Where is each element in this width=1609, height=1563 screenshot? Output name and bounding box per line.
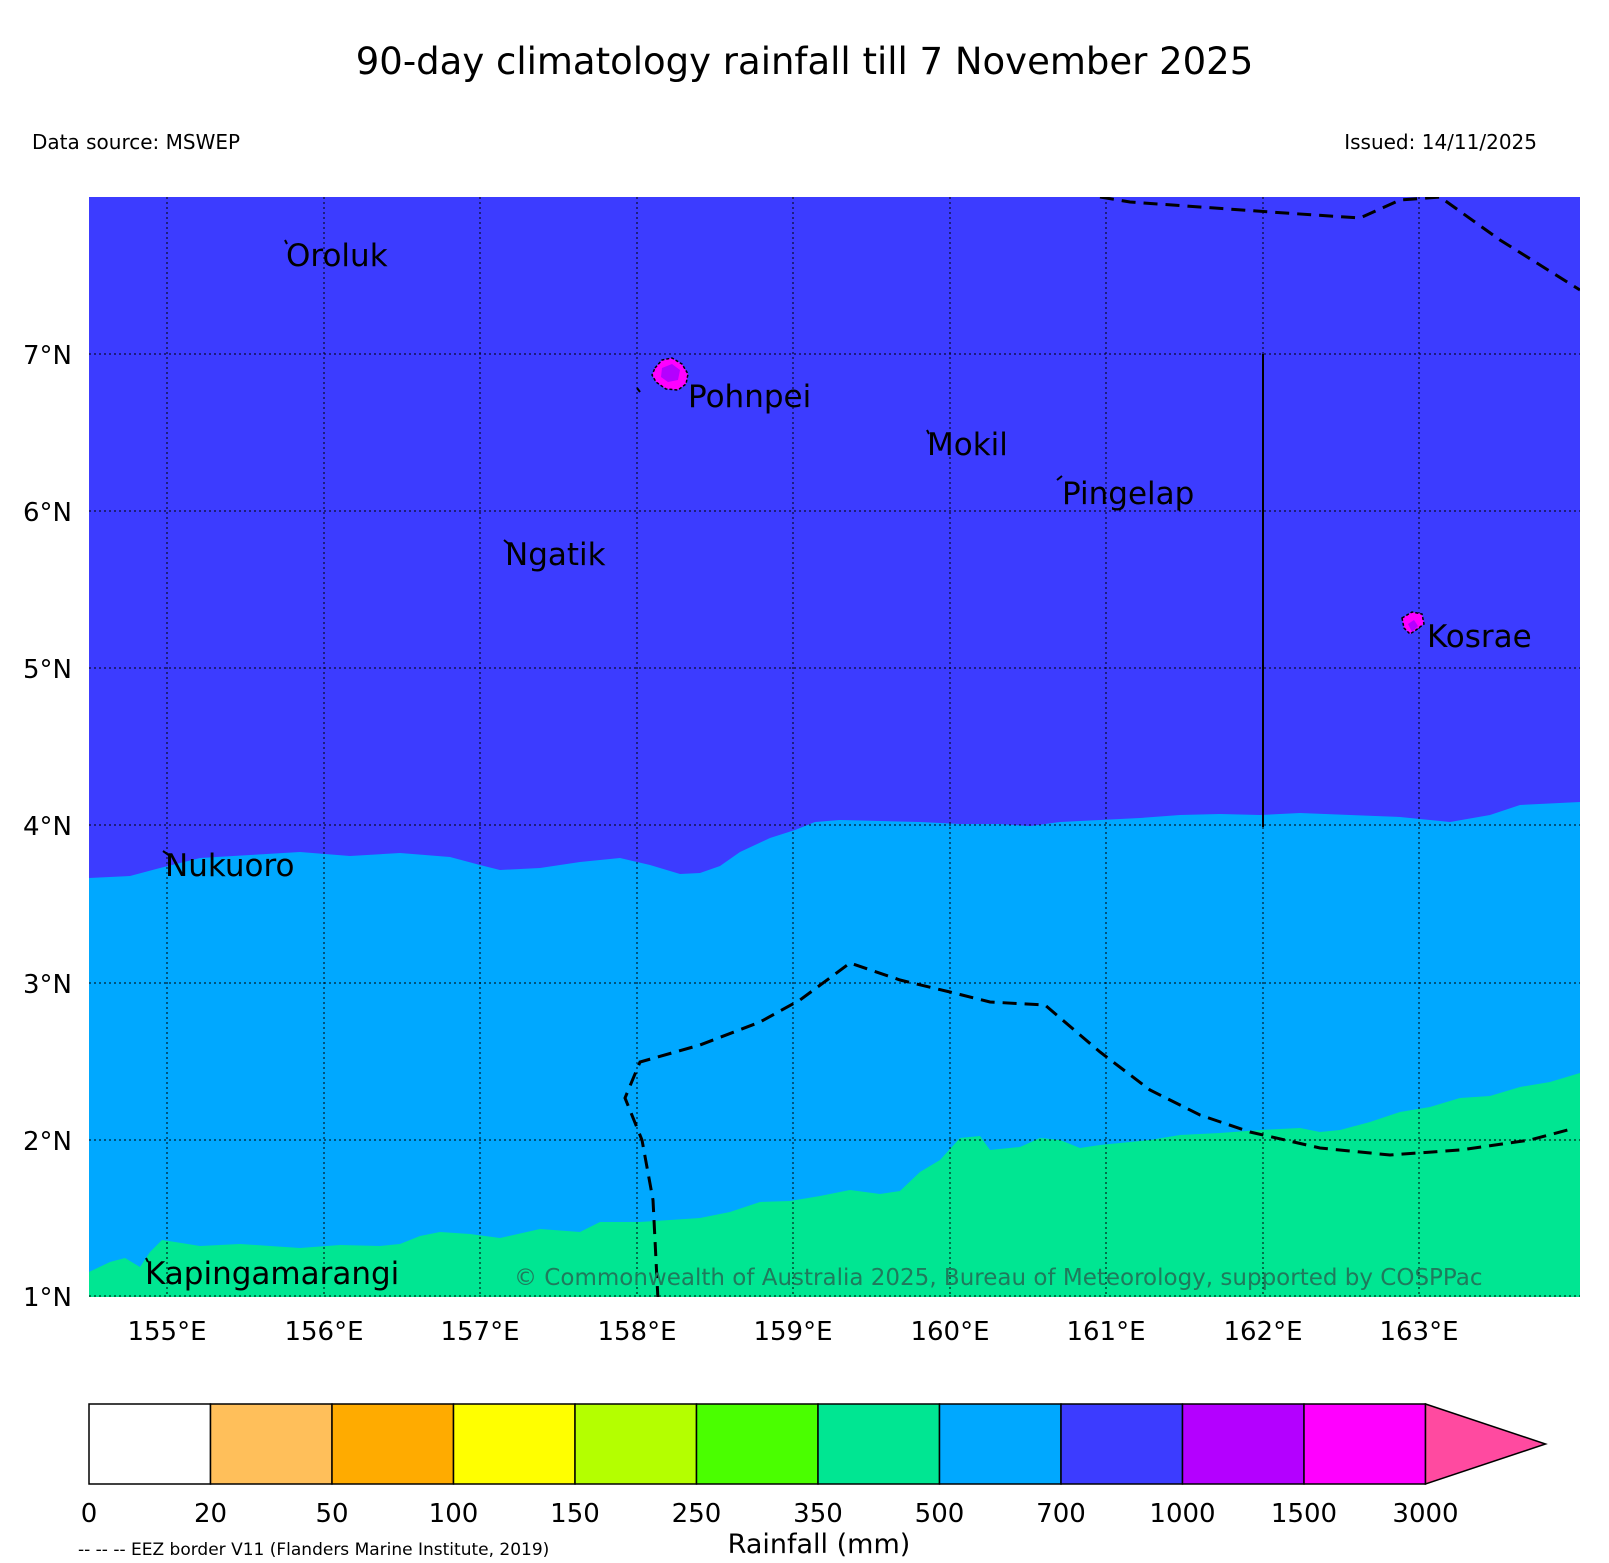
place-labels: Oroluk Pohnpei Mokil Pingelap Ngatik Kos… (145, 238, 1532, 1292)
colorbar-extend-arrow (1424, 1402, 1548, 1486)
map-gridlines (89, 197, 1580, 1297)
colorbar-segment (331, 1403, 455, 1485)
copyright-note: © Commonwealth of Australia 2025, Bureau… (514, 1265, 1483, 1291)
colorbar-segment (1060, 1403, 1184, 1485)
colorbar-tick-label: 150 (550, 1499, 600, 1529)
place-label-oroluk: Oroluk (286, 238, 388, 274)
colorbar-tick-label: 50 (315, 1499, 348, 1529)
colorbar-tick-label: 1500 (1271, 1499, 1337, 1529)
lon-tick-label: 158°E (597, 1317, 676, 1347)
colorbar-tick-label: 1000 (1149, 1499, 1215, 1529)
rainfall-zone-350-500 (89, 1073, 1580, 1297)
eez-border-north (1099, 197, 1580, 292)
lat-tick-label: 6°N (23, 498, 72, 528)
data-source-label: Data source: MSWEP (32, 130, 241, 154)
eez-border-south (623, 961, 1576, 1297)
place-label-kosrae: Kosrae (1427, 619, 1532, 655)
eez-borders (623, 197, 1580, 1297)
lat-tick-label: 5°N (23, 655, 72, 685)
lat-tick-label: 3°N (23, 970, 72, 1000)
place-label-pingelap: Pingelap (1062, 476, 1194, 512)
colorbar-segment (209, 1403, 333, 1485)
colorbar (88, 1402, 1548, 1486)
lon-tick-label: 163°E (1379, 1317, 1458, 1347)
colorbar-segment (817, 1403, 941, 1485)
colorbar-tick-label: 500 (915, 1499, 965, 1529)
lon-tick-label: 155°E (127, 1317, 206, 1347)
kosrae-island-core (1408, 620, 1418, 632)
map-area (89, 197, 1580, 1297)
lon-tick-label: 159°E (753, 1317, 832, 1347)
place-label-pohnpei: Pohnpei (688, 379, 811, 415)
place-label-ngatik: Ngatik (505, 537, 606, 573)
colorbar-segment (938, 1403, 1062, 1485)
lon-tick-labels: 155°E 156°E 157°E 158°E 159°E 160°E 161°… (127, 1317, 1458, 1347)
lon-tick-label: 161°E (1066, 1317, 1145, 1347)
colorbar-segment (695, 1403, 819, 1485)
colorbar-segment (88, 1403, 212, 1485)
lat-tick-label: 1°N (23, 1283, 72, 1313)
colorbar-segment (574, 1403, 698, 1485)
colorbar-tick-label: 0 (81, 1499, 98, 1529)
colorbar-tick-label: 3000 (1392, 1499, 1458, 1529)
lat-tick-labels: 7°N 6°N 5°N 4°N 3°N 2°N 1°N (23, 341, 72, 1313)
lon-tick-label: 162°E (1223, 1317, 1302, 1347)
pohnpei-island-core (661, 364, 680, 382)
colorbar-tick-label: 350 (793, 1499, 843, 1529)
colorbar-tick-label: 700 (1036, 1499, 1086, 1529)
lat-tick-label: 2°N (23, 1127, 72, 1157)
place-label-nukuoro: Nukuoro (165, 848, 294, 884)
issued-date-label: Issued: 14/11/2025 (1344, 130, 1537, 154)
colorbar-segment (1181, 1403, 1305, 1485)
colorbar-tick-label: 250 (672, 1499, 722, 1529)
colorbar-tick-label: 20 (194, 1499, 227, 1529)
eez-note: -- -- -- EEZ border V11 (Flanders Marine… (78, 1540, 549, 1560)
colorbar-segment (1303, 1403, 1427, 1485)
place-label-kapingamarangi: Kapingamarangi (145, 1256, 399, 1292)
lon-tick-label: 156°E (284, 1317, 363, 1347)
colorbar-tick-labels: 0 20 50 100 150 250 350 500 700 1000 1500 3000 (81, 1499, 1459, 1529)
place-label-mokil: Mokil (927, 427, 1008, 463)
colorbar-tick-label: 100 (429, 1499, 479, 1529)
colorbar-label: Rainfall (mm) (728, 1529, 911, 1560)
lon-tick-label: 157°E (440, 1317, 519, 1347)
map-title: 90-day climatology rainfall till 7 Novem… (355, 40, 1254, 83)
colorbar-segment (452, 1403, 576, 1485)
lon-tick-label: 160°E (910, 1317, 989, 1347)
lat-tick-label: 4°N (23, 812, 72, 842)
lat-tick-label: 7°N (23, 341, 72, 371)
atoll-markers (145, 239, 1063, 1263)
